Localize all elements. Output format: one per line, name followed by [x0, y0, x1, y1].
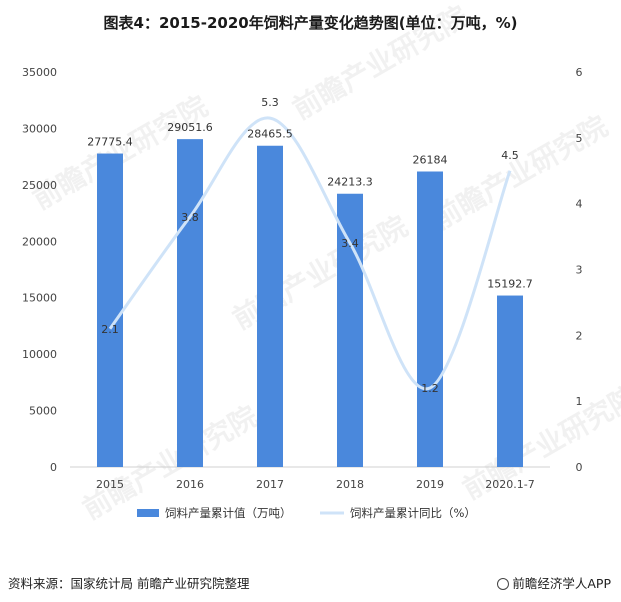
x-tick-label: 2016	[176, 478, 204, 491]
y-left-tick-label: 10000	[22, 348, 57, 361]
line-value-label: 3.4	[341, 237, 359, 250]
bar	[97, 153, 123, 467]
x-tick-label: 2017	[256, 478, 284, 491]
y-right-tick-label: 5	[576, 132, 583, 145]
brand-footer: 前瞻经济学人APP	[497, 573, 611, 592]
line-value-label: 5.3	[261, 96, 279, 109]
bar	[337, 193, 363, 468]
bar-value-label: 15192.7	[487, 278, 533, 291]
source-note: 资料来源：国家统计局 前瞻产业研究院整理	[8, 576, 250, 591]
x-tick-label: 2015	[96, 478, 124, 491]
bar-value-label: 28465.5	[247, 128, 293, 141]
y-left-tick-label: 20000	[22, 235, 57, 248]
x-tick-label: 2018	[336, 478, 364, 491]
line-value-label: 1.2	[421, 382, 439, 395]
bar-value-label: 26184	[413, 153, 448, 166]
y-left-tick-label: 30000	[22, 122, 57, 135]
bar-series	[97, 139, 523, 468]
legend-bar-label: 饲料产量累计值（万吨）	[165, 506, 292, 520]
watermark-text: 前瞻产业研究院	[287, 0, 473, 126]
line-value-label: 3.8	[181, 211, 199, 224]
y-right-axis: 0 1 2 3 4 5 6	[576, 66, 583, 474]
legend: 饲料产量累计值（万吨） 饲料产量累计同比（%）	[137, 506, 476, 520]
x-axis-ticks: 2015 2016 2017 2018 2019 2020.1-7	[96, 478, 535, 491]
watermark-text: 前瞻产业研究院	[427, 109, 613, 236]
brand-text: 前瞻经济学人APP	[512, 576, 611, 591]
bar	[257, 145, 283, 467]
y-right-tick-label: 4	[576, 198, 583, 211]
line-data-labels: 2.1 3.8 5.3 3.4 1.2 4.5	[101, 96, 519, 395]
brand-logo-icon	[497, 578, 510, 590]
bar	[177, 139, 203, 467]
bar-value-label: 24213.3	[327, 176, 373, 189]
chart-title: 图表4：2015-2020年饲料产量变化趋势图(单位：万吨，%)	[103, 14, 518, 32]
y-left-tick-label: 25000	[22, 179, 57, 192]
legend-line-label: 饲料产量累计同比（%）	[350, 506, 476, 520]
y-left-tick-label: 15000	[22, 292, 57, 305]
y-right-tick-label: 3	[576, 264, 583, 277]
bar-data-labels: 27775.4 29051.6 28465.5 24213.3 26184 15192.7	[87, 121, 533, 290]
line-value-label: 4.5	[501, 149, 519, 162]
y-left-axis: 0 5000 10000 15000 20000 25000 30000 35000	[22, 66, 57, 474]
y-left-tick-label: 0	[50, 461, 57, 474]
bar	[497, 295, 523, 467]
y-right-tick-label: 0	[576, 461, 583, 474]
watermark-text: 前瞻产业研究院	[457, 379, 621, 506]
x-tick-label: 2019	[416, 478, 444, 491]
bar-value-label: 29051.6	[167, 121, 213, 134]
line-value-label: 2.1	[101, 323, 119, 336]
watermark-text: 前瞻产业研究院	[227, 209, 413, 336]
x-tick-label: 2020.1-7	[485, 478, 534, 491]
y-right-tick-label: 6	[576, 66, 583, 79]
y-right-tick-label: 2	[576, 329, 583, 342]
line-series	[108, 116, 512, 391]
y-right-tick-label: 1	[576, 395, 583, 408]
y-left-tick-label: 5000	[29, 405, 57, 418]
bar-value-label: 27775.4	[87, 136, 133, 149]
bar	[417, 171, 443, 467]
y-left-tick-label: 35000	[22, 66, 57, 79]
legend-bar-swatch	[137, 509, 159, 517]
